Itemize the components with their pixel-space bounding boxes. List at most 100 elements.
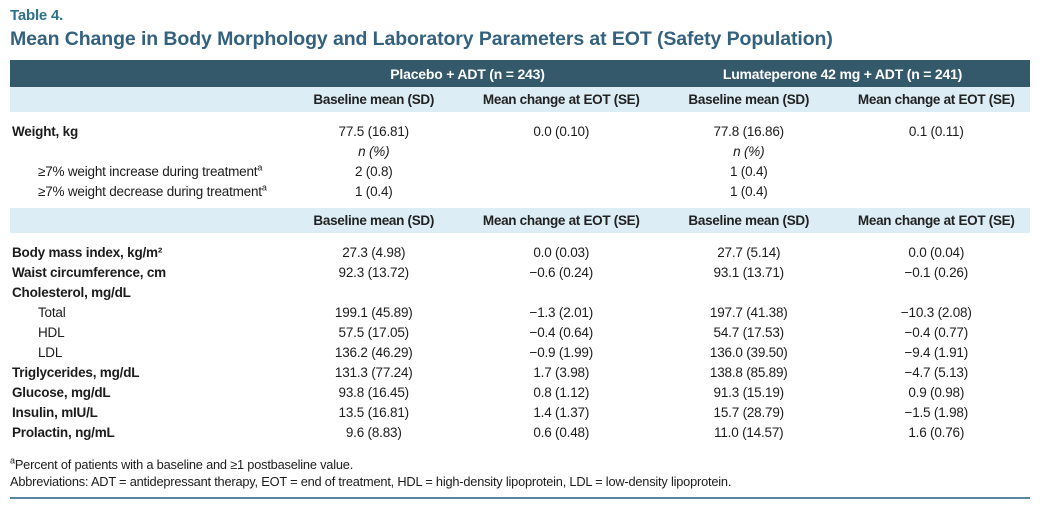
row-label: Triglycerides, mg/dL bbox=[10, 365, 280, 380]
column-header-row: Baseline mean (SD) Mean change at EOT (SE… bbox=[10, 87, 1030, 112]
row-label: Glucose, mg/dL bbox=[10, 385, 280, 400]
row-label-text: LDL bbox=[38, 344, 63, 360]
value-cell: −0.4 (0.77) bbox=[904, 324, 969, 340]
row-label: Insulin, mIU/L bbox=[10, 405, 280, 420]
table-row: Cholesterol, mg/dL bbox=[10, 282, 1030, 302]
value-cell: 1 (0.4) bbox=[729, 183, 768, 199]
table-row: ≥7% weight decrease during treatmenta 1 (… bbox=[10, 181, 1030, 201]
table-row: Glucose, mg/dL 93.8 (16.45) 0.8 (1.12) 91.3… bbox=[10, 382, 1030, 402]
value-cell: 199.1 (45.89) bbox=[334, 304, 413, 320]
row-label: Weight, kg bbox=[10, 124, 280, 139]
row-label-text: HDL bbox=[38, 324, 65, 340]
value-cell: 0.0 (0.03) bbox=[533, 244, 590, 260]
table-number: Table 4. bbox=[10, 7, 64, 24]
value-cell: 9.6 (8.83) bbox=[345, 424, 402, 440]
table-row: Body mass index, kg/m² 27.3 (4.98) 0.0 (0.… bbox=[10, 242, 1030, 262]
footnotes: aPercent of patients with a baseline and… bbox=[10, 456, 1030, 490]
value-cell: 0.8 (1.12) bbox=[533, 384, 590, 400]
row-label-text: Cholesterol, mg/dL bbox=[12, 284, 131, 300]
row-label-text: Prolactin, ng/mL bbox=[12, 424, 115, 440]
row-label: Total bbox=[10, 305, 280, 320]
value-cell: −0.4 (0.64) bbox=[529, 324, 594, 340]
footnote-line: Abbreviations: ADT = antidepressant ther… bbox=[10, 473, 1030, 490]
row-label-text: Insulin, mIU/L bbox=[12, 404, 98, 420]
value-cell: −1.5 (1.98) bbox=[904, 404, 969, 420]
value-cell: 1.4 (1.37) bbox=[533, 404, 590, 420]
table-row: HDL 57.5 (17.05) −0.4 (0.64) 54.7 (17.53) −0… bbox=[10, 322, 1030, 342]
row-label: HDL bbox=[10, 325, 280, 340]
footnote-line: aPercent of patients with a baseline and… bbox=[10, 456, 1030, 473]
value-cell: −0.6 (0.24) bbox=[529, 264, 594, 280]
table-row: Weight, kg 77.5 (16.81) 0.0 (0.10) 77.8 (16… bbox=[10, 121, 1030, 141]
column-header: Baseline mean (SD) bbox=[688, 92, 810, 107]
value-cell: −0.9 (1.99) bbox=[529, 344, 594, 360]
value-cell: 0.0 (0.10) bbox=[533, 123, 590, 139]
table-row: Waist circumference, cm 92.3 (13.72) −0.6 … bbox=[10, 262, 1030, 282]
table-figure: Table 4. Mean Change in Body Morphology … bbox=[10, 7, 1030, 499]
table-body: Baseline mean (SD) Mean change at EOT (SE… bbox=[10, 87, 1030, 442]
data-table: Placebo + ADT (n = 243) Lumateperone 42 … bbox=[10, 60, 1030, 442]
value-cell: 93.8 (16.45) bbox=[338, 384, 410, 400]
value-cell: 2 (0.8) bbox=[354, 163, 393, 179]
table-row: Insulin, mIU/L 13.5 (16.81) 1.4 (1.37) 15.7… bbox=[10, 402, 1030, 422]
column-header-row: Baseline mean (SD) Mean change at EOT (SE… bbox=[10, 208, 1030, 233]
value-cell: 54.7 (17.53) bbox=[713, 324, 785, 340]
value-cell: 1 (0.4) bbox=[729, 163, 768, 179]
value-cell: 77.5 (16.81) bbox=[338, 123, 410, 139]
row-label-text: Triglycerides, mg/dL bbox=[12, 364, 140, 380]
row-label: Prolactin, ng/mL bbox=[10, 425, 280, 440]
footnote-text: Percent of patients with a baseline and … bbox=[14, 457, 354, 472]
value-cell: −1.3 (2.01) bbox=[529, 304, 594, 320]
row-label-text: ≥7% weight decrease during treatment bbox=[38, 183, 262, 199]
column-header: Baseline mean (SD) bbox=[313, 213, 435, 228]
row-label-text: Body mass index, kg/m² bbox=[12, 244, 163, 260]
row-label: Cholesterol, mg/dL bbox=[10, 285, 280, 300]
row-label: LDL bbox=[10, 345, 280, 360]
value-cell: 1.6 (0.76) bbox=[908, 424, 965, 440]
value-cell: 136.2 (46.29) bbox=[334, 344, 413, 360]
column-header: Mean change at EOT (SE) bbox=[857, 213, 1015, 228]
value-cell: 0.1 (0.11) bbox=[908, 123, 964, 139]
value-cell: 197.7 (41.38) bbox=[709, 304, 788, 320]
footnote-marker: a bbox=[257, 162, 263, 172]
group-header-lumateperone: Lumateperone 42 mg + ADT (n = 241) bbox=[722, 65, 963, 82]
footnote-text: Abbreviations: ADT = antidepressant ther… bbox=[10, 474, 732, 489]
value-cell: 1.7 (3.98) bbox=[533, 364, 590, 380]
value-cell: 1 (0.4) bbox=[354, 183, 393, 199]
column-header: Mean change at EOT (SE) bbox=[482, 213, 640, 228]
row-label-text: Weight, kg bbox=[12, 123, 79, 139]
value-cell: −4.7 (5.13) bbox=[904, 364, 969, 380]
row-label: Waist circumference, cm bbox=[10, 265, 280, 280]
footnote-marker: a bbox=[10, 455, 15, 466]
value-cell: −10.3 (2.08) bbox=[900, 304, 972, 320]
row-label-text: Waist circumference, cm bbox=[12, 264, 166, 280]
value-cell: 27.3 (4.98) bbox=[342, 244, 406, 260]
table-row: Total 199.1 (45.89) −1.3 (2.01) 197.7 (41.3… bbox=[10, 302, 1030, 322]
group-header-placebo: Placebo + ADT (n = 243) bbox=[390, 65, 545, 82]
value-cell: 91.3 (15.19) bbox=[713, 384, 785, 400]
table-title: Mean Change in Body Morphology and Labor… bbox=[10, 28, 833, 50]
row-label-text: Glucose, mg/dL bbox=[12, 384, 111, 400]
column-header: Baseline mean (SD) bbox=[688, 213, 810, 228]
value-cell: 138.8 (85.89) bbox=[709, 364, 788, 380]
value-cell: n (%) bbox=[733, 143, 765, 159]
table-row: n (%) n (%) bbox=[10, 141, 1030, 161]
value-cell: n (%) bbox=[358, 143, 390, 159]
row-label-text: ≥7% weight increase during treatment bbox=[38, 163, 258, 179]
group-header-row: Placebo + ADT (n = 243) Lumateperone 42 … bbox=[10, 60, 1030, 87]
value-cell: 93.1 (13.71) bbox=[713, 264, 785, 280]
table-row: ≥7% weight increase during treatmenta 2 (… bbox=[10, 161, 1030, 181]
row-label: Body mass index, kg/m² bbox=[10, 245, 280, 260]
value-cell: 13.5 (16.81) bbox=[338, 404, 410, 420]
value-cell: 131.3 (77.24) bbox=[334, 364, 413, 380]
row-label: ≥7% weight increase during treatmenta bbox=[10, 162, 280, 179]
value-cell: −0.1 (0.26) bbox=[904, 264, 969, 280]
bottom-rule bbox=[10, 497, 1030, 499]
value-cell: 27.7 (5.14) bbox=[717, 244, 781, 260]
value-cell: 136.0 (39.50) bbox=[709, 344, 788, 360]
table-row: LDL 136.2 (46.29) −0.9 (1.99) 136.0 (39.50)… bbox=[10, 342, 1030, 362]
value-cell: 57.5 (17.05) bbox=[338, 324, 410, 340]
row-label-text: Total bbox=[38, 304, 66, 320]
column-header: Baseline mean (SD) bbox=[313, 92, 435, 107]
value-cell: 77.8 (16.86) bbox=[713, 123, 785, 139]
